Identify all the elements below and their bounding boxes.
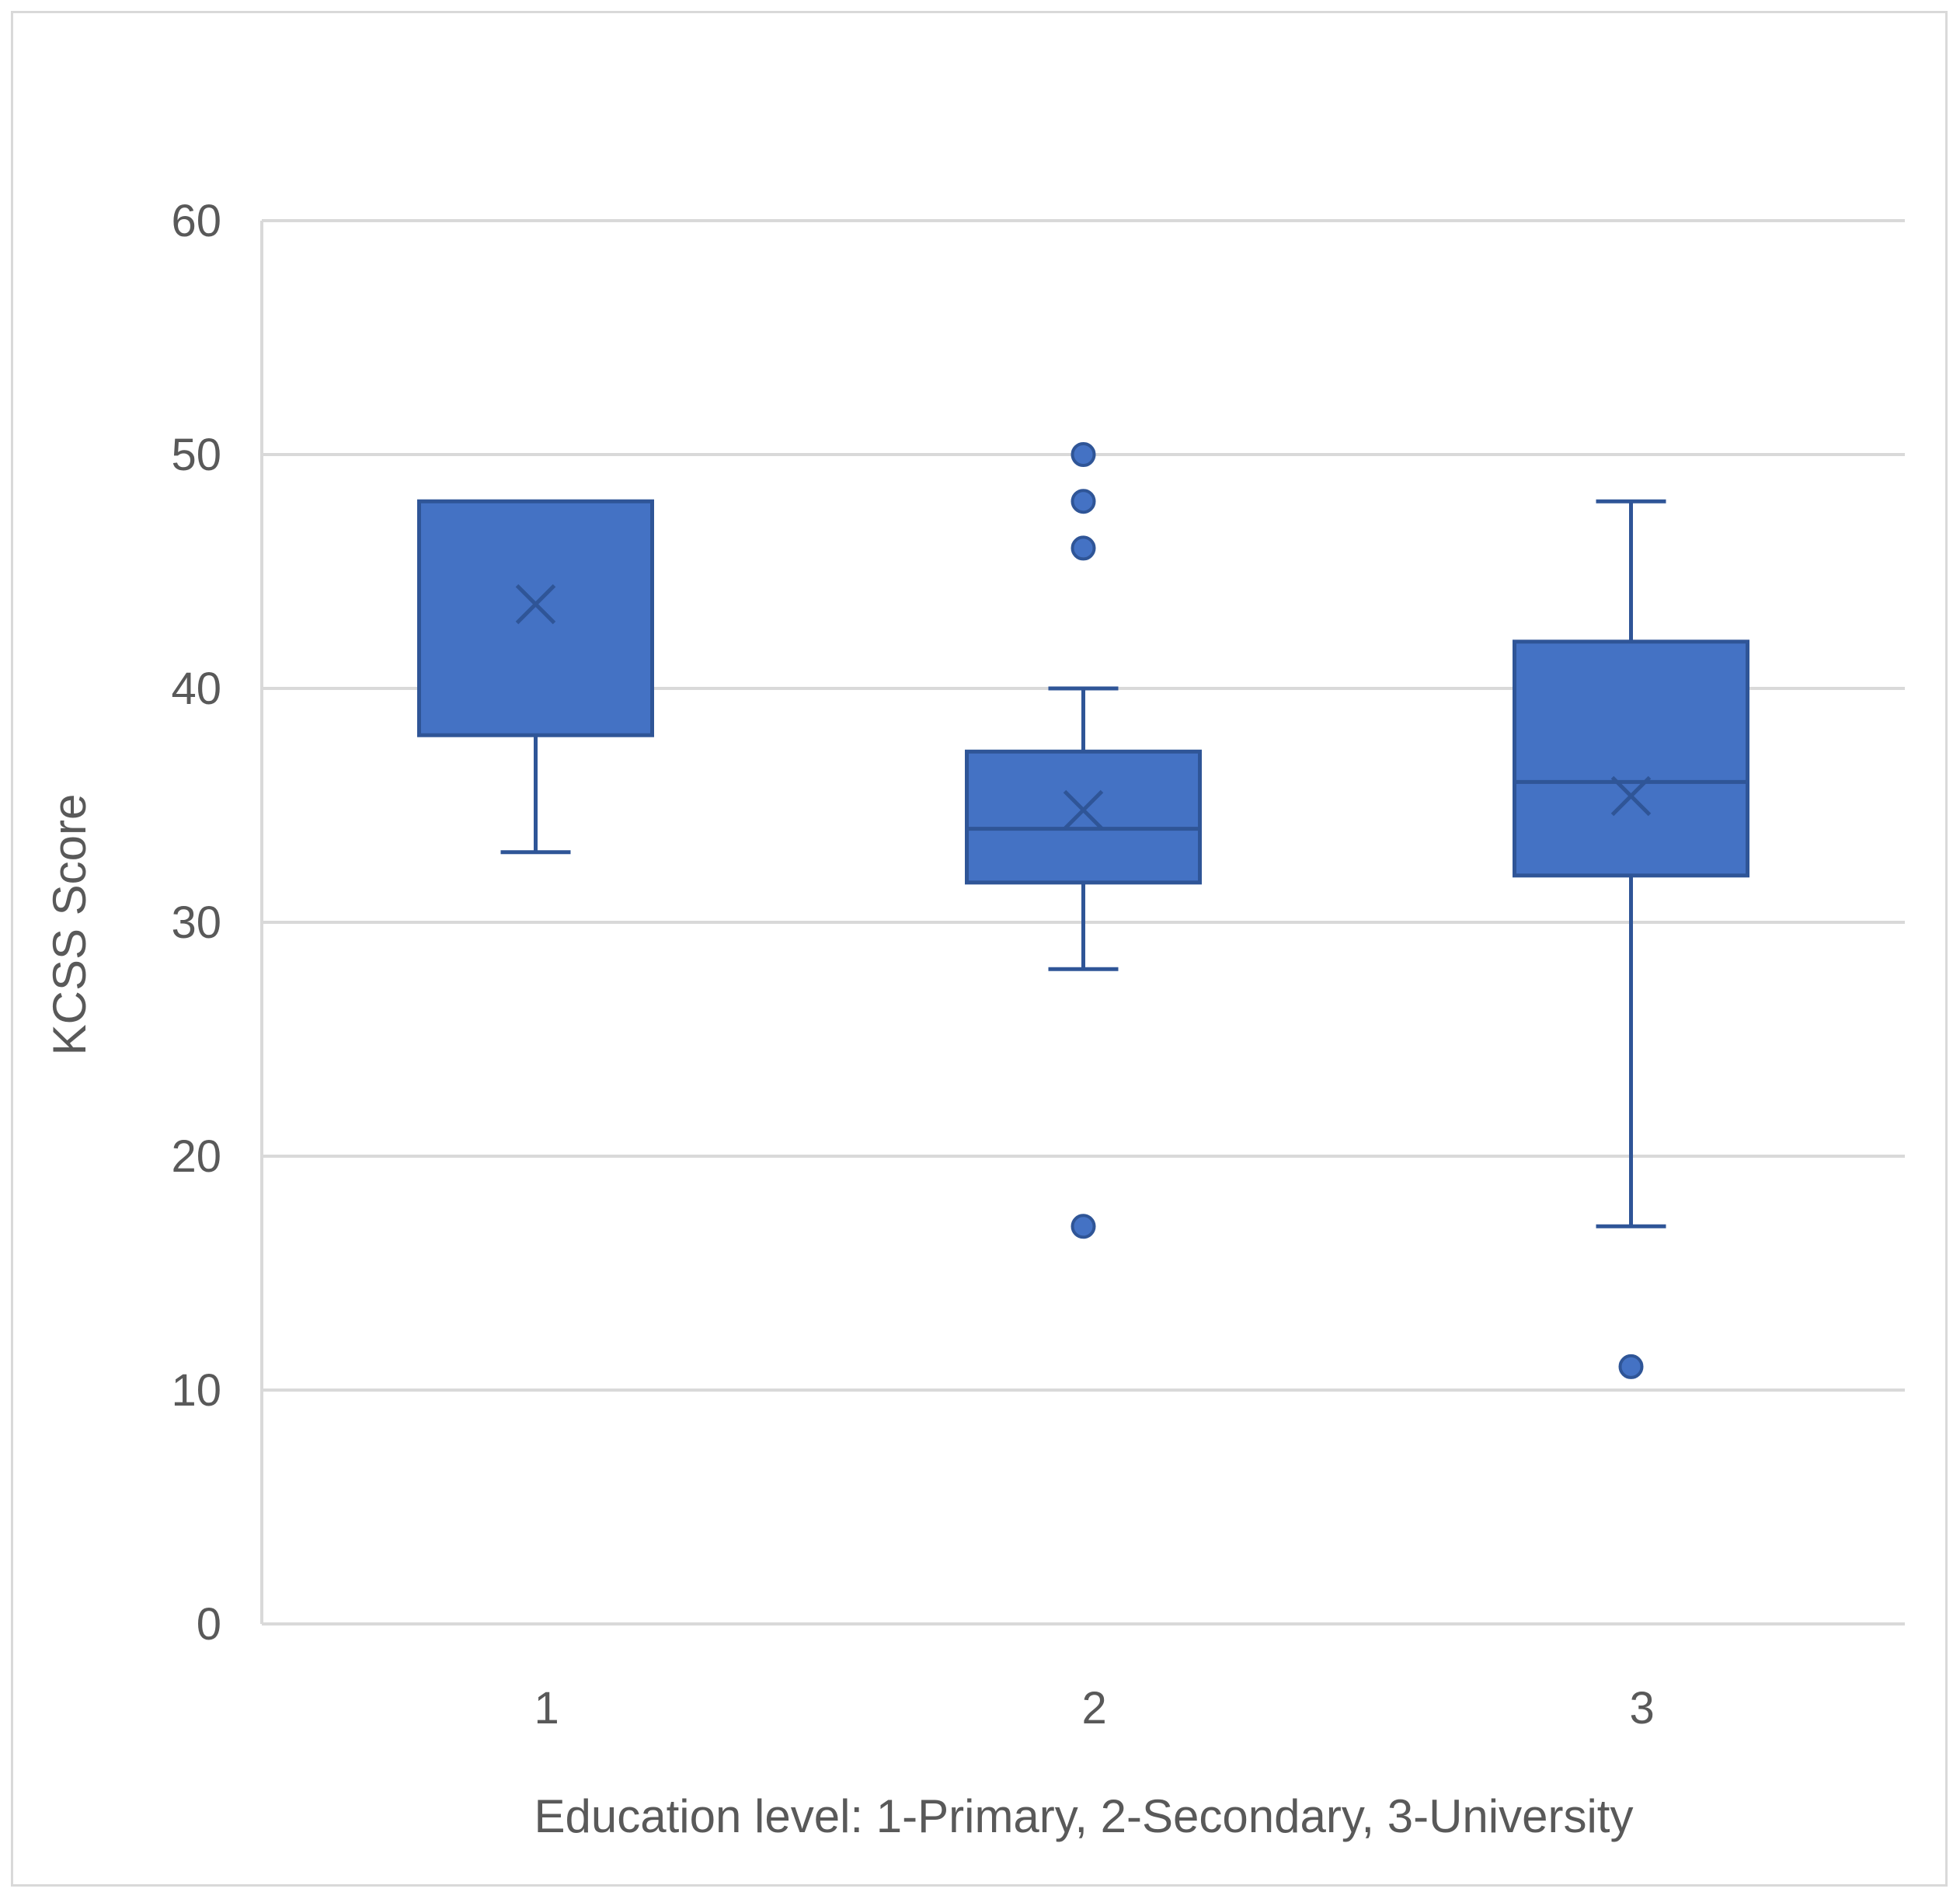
mean-marker-b-1 bbox=[515, 584, 556, 625]
y-tick-label-40: 40 bbox=[171, 664, 221, 714]
box-2 bbox=[965, 749, 1202, 885]
y-tick-label-10: 10 bbox=[171, 1365, 221, 1416]
chart-frame bbox=[11, 11, 1948, 1887]
x-tick-label-1: 1 bbox=[534, 1683, 559, 1733]
box-group-2 bbox=[965, 442, 1202, 1239]
y-axis-title: KCSS Score bbox=[44, 794, 96, 1056]
x-axis-title: Education level: 1-Primary, 2-Secondary,… bbox=[534, 1790, 1634, 1842]
outlier-point-2-1 bbox=[1071, 489, 1096, 514]
y-tick-labels: 0 10 20 30 40 50 60 bbox=[171, 196, 221, 1650]
x-tick-label-2: 2 bbox=[1081, 1683, 1106, 1733]
y-tick-label-30: 30 bbox=[171, 897, 221, 948]
mean-marker-b-3 bbox=[1610, 775, 1652, 817]
box-1 bbox=[417, 499, 654, 737]
outlier-point-2-3 bbox=[1071, 1214, 1096, 1239]
x-tick-label-3: 3 bbox=[1629, 1683, 1654, 1733]
box-series bbox=[417, 442, 1749, 1379]
box-group-1 bbox=[417, 499, 654, 855]
mean-marker-b-2 bbox=[1063, 789, 1104, 831]
x-tick-labels: 1 2 3 bbox=[534, 1683, 1654, 1733]
y-tick-label-20: 20 bbox=[171, 1131, 221, 1182]
y-tick-label-60: 60 bbox=[171, 196, 221, 246]
y-tick-label-0: 0 bbox=[197, 1599, 221, 1650]
outlier-point-3-0 bbox=[1618, 1354, 1644, 1379]
outlier-point-2-0 bbox=[1071, 442, 1096, 467]
box-group-3 bbox=[1513, 499, 1749, 1379]
outlier-point-2-2 bbox=[1071, 535, 1096, 561]
box-3 bbox=[1513, 639, 1749, 878]
y-tick-label-50: 50 bbox=[171, 430, 221, 480]
